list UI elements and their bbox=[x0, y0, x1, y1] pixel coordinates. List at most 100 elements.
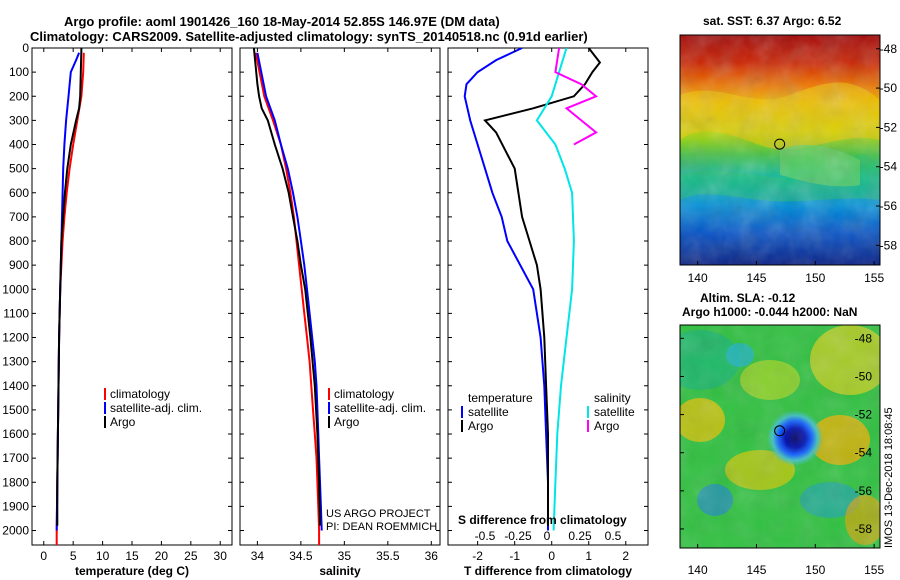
y-tick-label: 1900 bbox=[2, 499, 29, 513]
y-tick-label: 1700 bbox=[2, 451, 29, 465]
sst-lat-tick-label: -56 bbox=[880, 199, 898, 213]
series-line-satellite-adj-clim- bbox=[256, 52, 323, 531]
series-line-salinity-argo bbox=[554, 48, 599, 146]
x-tick-label: 15 bbox=[125, 549, 139, 563]
sst-lat-tick-label: -58 bbox=[880, 238, 898, 252]
imos-watermark: IMOS 13-Dec-2018 18:08:45 bbox=[883, 407, 895, 548]
x-tick-label: -1 bbox=[509, 549, 520, 563]
y-tick-label: 600 bbox=[9, 186, 29, 200]
y-tick-label: 2000 bbox=[2, 524, 29, 538]
sla-lat-tick-label: -54 bbox=[855, 446, 873, 460]
x-tick-label: 30 bbox=[214, 549, 228, 563]
s-tick-label: -0.5 bbox=[475, 529, 496, 543]
x-tick-label: 34 bbox=[251, 549, 265, 563]
sla-lon-tick-label: 150 bbox=[805, 563, 825, 577]
y-tick-label: 800 bbox=[9, 234, 29, 248]
x-tick-label: 10 bbox=[96, 549, 110, 563]
y-tick-label: 300 bbox=[9, 113, 29, 127]
y-tick-label: 1100 bbox=[3, 306, 29, 320]
sla-lat-tick-label: -50 bbox=[855, 369, 873, 383]
s-tick-label: 0 bbox=[544, 529, 551, 543]
sst-lat-tick-label: -48 bbox=[880, 42, 898, 56]
legend-label: satellite bbox=[594, 405, 635, 419]
sla-float-marker bbox=[774, 425, 786, 437]
series-line-argo bbox=[483, 48, 602, 526]
sst-lon-tick-label: 155 bbox=[864, 271, 884, 285]
sla-map-title: Altim. SLA: -0.12 bbox=[700, 291, 796, 305]
x-tick-label: 36 bbox=[425, 549, 439, 563]
sst-lon-tick-label: 150 bbox=[805, 271, 825, 285]
y-tick-label: 1600 bbox=[2, 427, 29, 441]
sla-lat-tick-label: -58 bbox=[855, 522, 873, 536]
difference-panel-frame bbox=[447, 47, 649, 546]
s-tick-label: 0.25 bbox=[568, 529, 592, 543]
sst-lat-tick-label: -50 bbox=[880, 81, 898, 95]
y-tick-label: 200 bbox=[9, 89, 29, 103]
y-tick-label: 700 bbox=[9, 210, 29, 224]
x-tick-label: -2 bbox=[472, 549, 483, 563]
series-line-argo bbox=[56, 48, 83, 526]
series-line-argo bbox=[252, 48, 321, 526]
project-annotation: PI: DEAN ROEMMICH bbox=[326, 521, 437, 533]
legend-label: Argo bbox=[334, 415, 360, 429]
sst-lon-tick-label: 145 bbox=[746, 271, 766, 285]
title-line2: Climatology: CARS2009. Satellite-adjuste… bbox=[30, 29, 588, 44]
legend-label: satellite bbox=[468, 405, 509, 419]
y-tick-label: 1800 bbox=[2, 475, 29, 489]
title-line1: Argo profile: aoml 1901426_160 18-May-20… bbox=[64, 14, 500, 29]
sst-map-title: sat. SST: 6.37 Argo: 6.52 bbox=[703, 14, 842, 28]
x-tick-label: 35 bbox=[338, 549, 352, 563]
sla-lat-tick-label: -48 bbox=[855, 331, 873, 345]
x-axis-label: salinity bbox=[319, 564, 361, 578]
legend-label: climatology bbox=[110, 387, 170, 401]
y-tick-label: 900 bbox=[9, 258, 29, 272]
y-tick-label: 400 bbox=[9, 138, 29, 152]
series-line-climatology bbox=[254, 52, 321, 545]
series-line-salinity-satellite bbox=[535, 48, 575, 531]
sst-float-marker bbox=[774, 138, 786, 150]
legend-label: Argo bbox=[110, 415, 136, 429]
x-axis-label: T difference from climatology bbox=[464, 564, 632, 578]
s-tick-label: 0.5 bbox=[605, 529, 622, 543]
y-tick-label: 1000 bbox=[2, 282, 29, 296]
sla-map bbox=[679, 324, 881, 549]
sla-lon-tick-label: 145 bbox=[746, 563, 766, 577]
legend-header-temperature: temperature bbox=[468, 391, 533, 405]
y-tick-label: 0 bbox=[22, 41, 29, 55]
x-tick-label: 5 bbox=[70, 549, 77, 563]
y-tick-label: 1200 bbox=[2, 331, 29, 345]
salinity-panel-frame bbox=[239, 47, 441, 546]
y-tick-label: 1400 bbox=[2, 379, 29, 393]
x-axis-label: temperature (deg C) bbox=[75, 564, 189, 578]
x-tick-label: 20 bbox=[155, 549, 169, 563]
sla-lat-tick-label: -52 bbox=[855, 408, 873, 422]
y-tick-label: 500 bbox=[9, 162, 29, 176]
x-tick-label: 0 bbox=[40, 549, 47, 563]
sst-lat-tick-label: -52 bbox=[880, 120, 898, 134]
y-tick-label: 1300 bbox=[2, 355, 29, 369]
sst-map bbox=[679, 34, 881, 266]
sst-lon-tick-label: 140 bbox=[688, 271, 708, 285]
x-tick-label: 34.5 bbox=[289, 549, 313, 563]
x-tick-label: 25 bbox=[184, 549, 198, 563]
x-tick-label: 35.5 bbox=[376, 549, 400, 563]
sla-lon-tick-label: 140 bbox=[688, 563, 708, 577]
sla-map-subtitle: Argo h1000: -0.044 h2000: NaN bbox=[682, 305, 858, 319]
sla-lat-tick-label: -56 bbox=[855, 484, 873, 498]
legend-header-salinity: salinity bbox=[594, 391, 631, 405]
s-tick-label: -0.25 bbox=[504, 529, 532, 543]
x-tick-label: 2 bbox=[622, 549, 629, 563]
legend-label: Argo bbox=[468, 419, 494, 433]
y-tick-label: 100 bbox=[9, 65, 29, 79]
y-tick-label: 1500 bbox=[2, 403, 29, 417]
s-axis-label: S difference from climatology bbox=[458, 513, 627, 527]
legend-label: satellite-adj. clim. bbox=[334, 401, 426, 415]
legend-label: Argo bbox=[594, 419, 620, 433]
x-tick-label: 1 bbox=[585, 549, 592, 563]
legend-label: satellite-adj. clim. bbox=[110, 401, 202, 415]
series-line-satellite bbox=[463, 48, 549, 531]
sla-lon-tick-label: 155 bbox=[864, 563, 884, 577]
sst-lat-tick-label: -54 bbox=[880, 160, 898, 174]
